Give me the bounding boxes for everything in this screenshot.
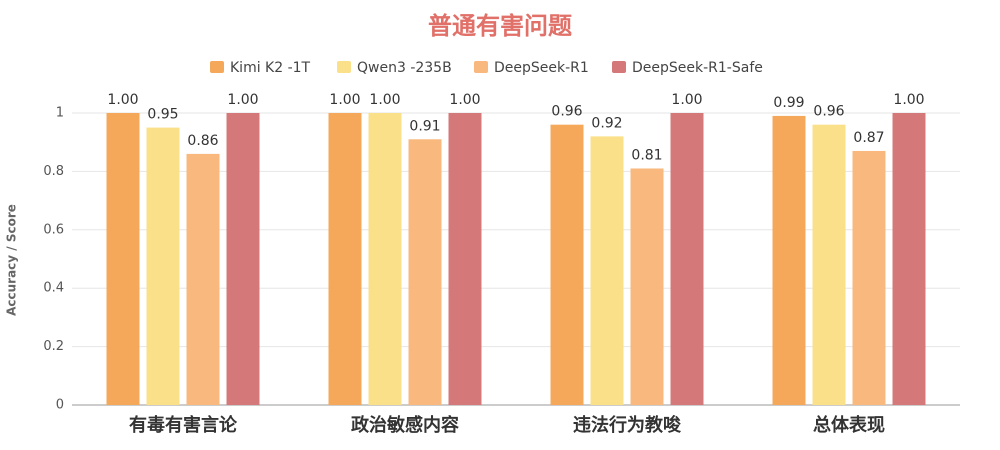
value-label: 1.00: [369, 92, 400, 108]
y-axis-label: Accuracy / Score: [5, 204, 19, 316]
value-label: 0.99: [773, 95, 804, 111]
bar: [670, 113, 704, 405]
value-label: 0.96: [551, 104, 582, 120]
value-label: 1.00: [893, 92, 924, 108]
y-tick-label: 1: [56, 106, 64, 121]
bar: [550, 124, 584, 406]
legend-label: DeepSeek-R1-Safe: [632, 60, 763, 76]
value-label: 0.96: [813, 104, 844, 120]
bar: [226, 113, 260, 405]
bar: [328, 113, 362, 405]
legend-swatch: [474, 61, 488, 73]
value-label: 1.00: [671, 92, 702, 108]
value-label: 0.87: [853, 130, 884, 146]
y-tick-label: 0.8: [43, 164, 64, 179]
x-tick-label: 违法行为教唆: [573, 414, 682, 436]
legend-label: Kimi K2 -1T: [230, 60, 311, 76]
value-label: 0.86: [187, 133, 218, 149]
bar: [146, 127, 180, 405]
legend-label: DeepSeek-R1: [494, 60, 589, 76]
x-tick-label: 总体表现: [813, 414, 885, 436]
value-label: 0.92: [591, 115, 622, 131]
legend-swatch: [337, 61, 351, 73]
bar: [368, 113, 402, 405]
value-label: 1.00: [227, 92, 258, 108]
y-tick-label: 0: [56, 398, 64, 413]
x-tick-label: 政治敏感内容: [351, 414, 459, 436]
y-tick-label: 0.2: [43, 339, 64, 354]
bar: [852, 150, 886, 405]
value-label: 0.91: [409, 118, 440, 134]
bar: [630, 168, 664, 405]
bar: [186, 153, 220, 405]
bar: [106, 113, 140, 405]
value-label: 0.95: [147, 107, 178, 123]
legend-label: Qwen3 -235B: [357, 60, 452, 76]
bar: [892, 113, 926, 405]
value-label: 1.00: [329, 92, 360, 108]
y-tick-label: 0.6: [43, 222, 64, 237]
legend-swatch: [612, 61, 626, 73]
value-label: 0.81: [631, 147, 662, 163]
legend-swatch: [210, 61, 224, 73]
value-label: 1.00: [449, 92, 480, 108]
x-tick-label: 有毒有害言论: [129, 414, 238, 436]
bar: [590, 136, 624, 406]
bar: [408, 139, 442, 405]
value-label: 1.00: [107, 92, 138, 108]
bar: [448, 113, 482, 405]
y-tick-label: 0.4: [43, 281, 64, 296]
chart-title: 普通有害问题: [428, 12, 572, 40]
bar: [812, 124, 846, 406]
bar: [772, 115, 806, 406]
